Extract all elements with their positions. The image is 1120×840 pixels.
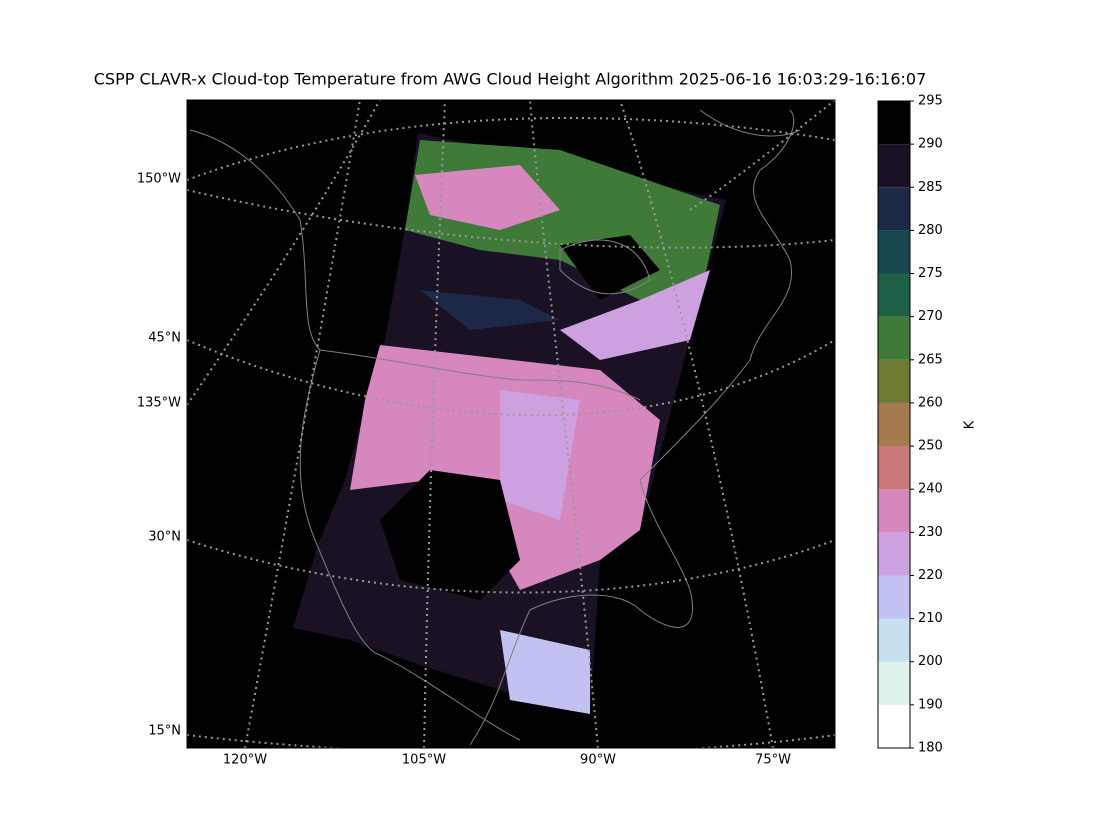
colorbar-tick-label: 230 xyxy=(918,525,943,540)
colorbar-bin xyxy=(878,532,910,576)
colorbar-bin xyxy=(878,704,910,748)
cloud-field xyxy=(500,630,590,714)
map-lat-lon-label: 150°W xyxy=(137,172,181,187)
cloud-field xyxy=(560,270,710,360)
map-lon-label: 90°W xyxy=(580,753,616,768)
colorbar-bin xyxy=(878,230,910,274)
colorbar-bin xyxy=(878,446,910,490)
colorbar-tick-label: 180 xyxy=(918,741,943,756)
colorbar-tick-label: 275 xyxy=(918,266,943,281)
colorbar-tick-label: 250 xyxy=(918,439,943,454)
map-lon-label: 75°W xyxy=(755,753,791,768)
colorbar-tick-label: 290 xyxy=(918,137,943,152)
cloud-field xyxy=(415,165,560,230)
colorbar-bin xyxy=(878,273,910,317)
map-title: CSPP CLAVR-x Cloud-top Temperature from … xyxy=(94,70,927,89)
colorbar-bin xyxy=(878,144,910,188)
colorbar-bin xyxy=(878,661,910,705)
map-lat-lon-label: 15°N xyxy=(148,724,181,739)
colorbar-bin xyxy=(878,489,910,533)
colorbar-tick-label: 240 xyxy=(918,482,943,497)
colorbar-frame xyxy=(877,100,911,749)
colorbar-tick-label: 190 xyxy=(918,697,943,712)
cloud-field xyxy=(500,390,580,520)
colorbar-tick-label: 220 xyxy=(918,568,943,583)
map-lon-label: 120°W xyxy=(223,753,267,768)
colorbar-bin xyxy=(878,187,910,231)
colorbar-tick-label: 280 xyxy=(918,223,943,238)
colorbar-tick-label: 285 xyxy=(918,180,943,195)
colorbar-bin xyxy=(878,618,910,662)
colorbar-bin xyxy=(878,316,910,360)
colorbar-bin xyxy=(878,359,910,403)
colorbar-tick-label: 265 xyxy=(918,352,943,367)
cloud-field xyxy=(380,470,520,600)
map-lat-lon-label: 45°N xyxy=(148,331,181,346)
map-lat-lon-label: 135°W xyxy=(137,396,181,411)
colorbar-label: K xyxy=(963,420,978,429)
map-lat-lon-label: 30°N xyxy=(148,530,181,545)
colorbar-bin xyxy=(878,575,910,619)
map xyxy=(186,99,836,749)
colorbar-bin xyxy=(878,402,910,447)
map-lon-label: 105°W xyxy=(402,753,446,768)
cloud-field xyxy=(420,290,560,330)
colorbar-tick-label: 295 xyxy=(918,94,943,109)
colorbar-bin xyxy=(878,101,910,145)
colorbar-tick-label: 260 xyxy=(918,395,943,410)
map-frame xyxy=(186,99,836,749)
colorbar-tick-label: 270 xyxy=(918,309,943,324)
cloud-field xyxy=(560,235,660,300)
colorbar-tick-label: 200 xyxy=(918,654,943,669)
colorbar-tick-label: 210 xyxy=(918,611,943,626)
